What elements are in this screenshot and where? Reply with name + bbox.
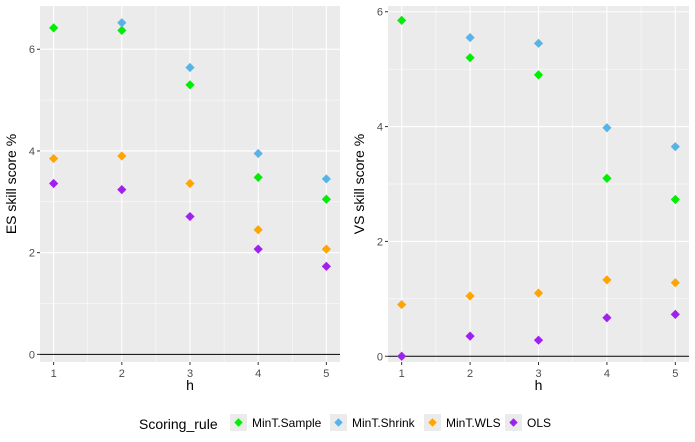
- data-point-mint-sample: [117, 25, 127, 36]
- data-point-mint-wls: [602, 275, 612, 285]
- data-point-mint-shrink: [533, 38, 544, 48]
- data-point-ols: [670, 309, 680, 319]
- y-tick-label: 0: [29, 349, 35, 361]
- x-tick-label: 3: [535, 368, 541, 380]
- data-point-ols: [185, 211, 195, 222]
- legend-entry: MinT.Shrink: [330, 414, 416, 431]
- y-tick-label: 6: [29, 44, 35, 56]
- data-point-mint-sample: [670, 194, 680, 205]
- legend-marker: [428, 418, 437, 427]
- data-point-mint-sample: [397, 15, 407, 25]
- data-point-mint-shrink: [117, 18, 127, 28]
- legend-entry: MinT.Sample: [230, 414, 322, 431]
- data-point-ols: [117, 184, 127, 195]
- data-point-ols: [602, 313, 612, 323]
- data-point-mint-sample: [253, 172, 263, 182]
- data-point-ols: [397, 351, 407, 361]
- y-tick-label: 0: [377, 351, 383, 363]
- data-point-mint-wls: [117, 151, 127, 161]
- data-point-ols: [465, 331, 475, 341]
- legend-label: MinT.WLS: [446, 416, 501, 430]
- data-point-mint-shrink: [602, 123, 612, 133]
- x-tick-label: 4: [255, 368, 261, 380]
- data-point-mint-wls: [533, 288, 544, 298]
- data-point-ols: [49, 178, 59, 189]
- data-point-ols: [533, 335, 544, 345]
- data-point-mint-sample: [602, 173, 612, 183]
- data-point-mint-shrink: [465, 32, 475, 43]
- data-point-ols: [321, 261, 331, 271]
- legend-entry: MinT.WLS: [424, 414, 501, 431]
- legend-marker: [334, 418, 343, 427]
- data-point-mint-shrink: [670, 142, 680, 152]
- x-tick-label: 3: [187, 368, 193, 380]
- data-point-mint-wls: [49, 153, 59, 164]
- legend-title: Scoring_rule: [139, 416, 218, 432]
- x-axis-title: h: [535, 377, 543, 393]
- x-tick-label: 1: [399, 368, 405, 380]
- data-point-mint-wls: [185, 178, 195, 189]
- legend-marker: [509, 418, 518, 427]
- data-point-mint-wls: [321, 244, 331, 254]
- data-point-mint-sample: [465, 53, 475, 63]
- data-point-mint-shrink: [253, 148, 263, 159]
- data-point-mint-sample: [185, 80, 195, 90]
- legend-marker: [234, 418, 243, 427]
- data-point-mint-wls: [397, 299, 407, 310]
- x-tick-label: 5: [672, 368, 678, 380]
- y-tick-label: 4: [29, 146, 35, 158]
- legend-entry: OLS: [505, 414, 551, 431]
- x-axis-title: h: [186, 377, 194, 393]
- x-tick-label: 2: [119, 368, 125, 380]
- data-point-mint-wls: [253, 225, 263, 235]
- data-point-mint-sample: [533, 70, 544, 80]
- legend-label: OLS: [527, 416, 551, 430]
- x-tick-label: 5: [323, 368, 329, 380]
- panel-es: 0 2 4 6 1 2 3 4 5 h ES skill score %: [3, 6, 340, 393]
- data-point-mint-wls: [465, 291, 475, 301]
- y-axis-title: VS skill score %: [351, 134, 367, 234]
- panel-vs: 0 2 4 6 1 2 3 4 5 h VS skill score %: [351, 6, 689, 393]
- x-tick-label: 2: [467, 368, 473, 380]
- legend: Scoring_rule MinT.Sample MinT.Shrink MinT.W…: [139, 414, 551, 432]
- y-tick-label: 2: [29, 248, 35, 260]
- data-point-ols: [253, 244, 263, 254]
- y-tick-label: 2: [377, 236, 383, 248]
- data-point-mint-sample: [321, 194, 331, 204]
- data-point-mint-shrink: [321, 174, 331, 184]
- y-axis-title: ES skill score %: [3, 134, 19, 234]
- legend-label: MinT.Shrink: [352, 416, 416, 430]
- data-point-mint-wls: [670, 278, 680, 288]
- y-tick-label: 6: [377, 7, 383, 19]
- y-tick-label: 4: [377, 122, 383, 134]
- data-point-mint-shrink: [185, 62, 195, 73]
- legend-label: MinT.Sample: [252, 416, 322, 430]
- data-point-mint-sample: [49, 23, 59, 33]
- x-tick-label: 4: [604, 368, 610, 380]
- x-tick-label: 1: [51, 368, 57, 380]
